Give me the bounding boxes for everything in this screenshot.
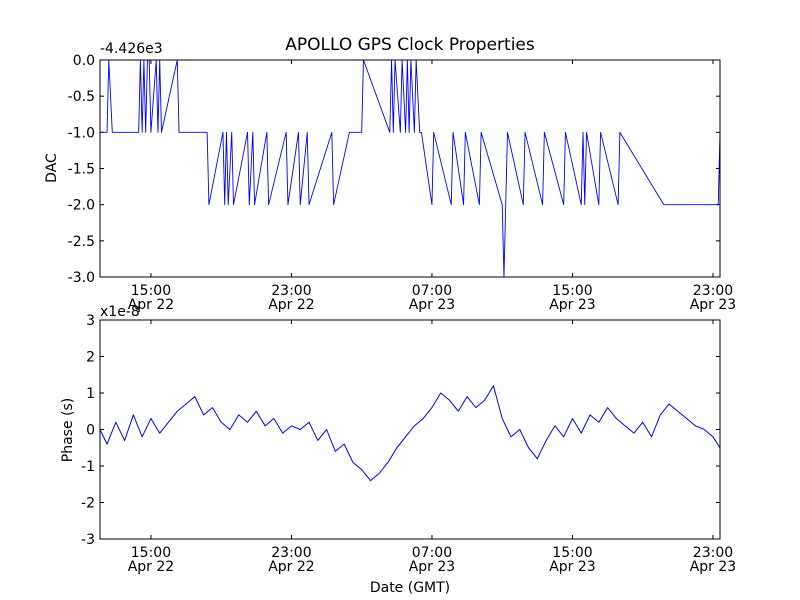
- x-tick-label-date: Apr 22: [128, 559, 174, 575]
- dac-plot-area: [99, 59, 721, 278]
- y-tick-label: 1: [86, 386, 95, 402]
- x-tick-label-time: 23:00: [693, 283, 733, 299]
- x-tick-label-time: 23:00: [271, 283, 311, 299]
- x-tick-label-date: Apr 23: [409, 559, 455, 575]
- x-tick-label-date: Apr 23: [690, 559, 736, 575]
- y-tick-label: 3: [86, 313, 95, 329]
- x-tick-label-time: 23:00: [693, 545, 733, 561]
- series-line: [99, 385, 721, 482]
- x-tick-label-date: Apr 23: [549, 559, 595, 575]
- series-line: [100, 59, 721, 278]
- x-tick-label-time: 15:00: [552, 283, 592, 299]
- x-tick-label-date: Apr 22: [268, 297, 314, 313]
- dac-offset-text: -4.426e3: [100, 41, 163, 57]
- phase-plot-area: [99, 319, 721, 540]
- phase-y-ticks: 3 2 1 0 -1 -2 -3: [81, 313, 720, 548]
- x-tick-label-time: 23:00: [271, 545, 311, 561]
- y-tick-label: -0.5: [68, 89, 95, 105]
- y-tick-label: 2: [86, 350, 95, 366]
- x-tick-label-date: Apr 23: [409, 297, 455, 313]
- x-tick-label-date: Apr 22: [128, 297, 174, 313]
- y-tick-label: -1.5: [68, 162, 95, 178]
- phase-y-axis-label: Phase (s): [60, 398, 76, 462]
- phase-panel: x1e-8 Phase (s) Date (GMT) 3 2 1 0 -1 -2 -3 15…: [60, 304, 736, 596]
- y-tick-label: -3: [81, 532, 95, 548]
- x-tick-label-time: 15:00: [131, 283, 171, 299]
- y-tick-label: -3.0: [68, 270, 95, 286]
- dac-y-ticks: 0.0 -0.5 -1.0 -1.5 -2.0 -2.5 -3.0: [68, 53, 720, 286]
- axes-frame: [99, 319, 721, 540]
- dac-y-axis-label: DAC: [44, 153, 60, 183]
- chart-title: APOLLO GPS Clock Properties: [285, 35, 535, 55]
- x-tick-label-time: 15:00: [552, 545, 592, 561]
- x-tick-label-time: 07:00: [412, 283, 452, 299]
- phase-x-axis-label: Date (GMT): [370, 580, 450, 596]
- x-tick-label-date: Apr 23: [549, 297, 595, 313]
- axes-frame: [99, 59, 721, 278]
- y-tick-label: 0: [86, 423, 95, 439]
- y-tick-label: 0.0: [73, 53, 95, 69]
- y-tick-label: -1.0: [68, 125, 95, 141]
- x-tick-label-time: 15:00: [131, 545, 171, 561]
- y-tick-label: -2.5: [68, 234, 95, 250]
- x-tick-label-date: Apr 23: [690, 297, 736, 313]
- y-tick-label: -2.0: [68, 198, 95, 214]
- x-tick-label-time: 07:00: [412, 545, 452, 561]
- x-tick-label-date: Apr 22: [268, 559, 314, 575]
- y-tick-label: -1: [81, 459, 95, 475]
- phase-offset-text: x1e-8: [100, 304, 140, 320]
- dac-panel: APOLLO GPS Clock Properties -4.426e3 DAC…: [44, 35, 736, 313]
- y-tick-label: -2: [81, 496, 95, 512]
